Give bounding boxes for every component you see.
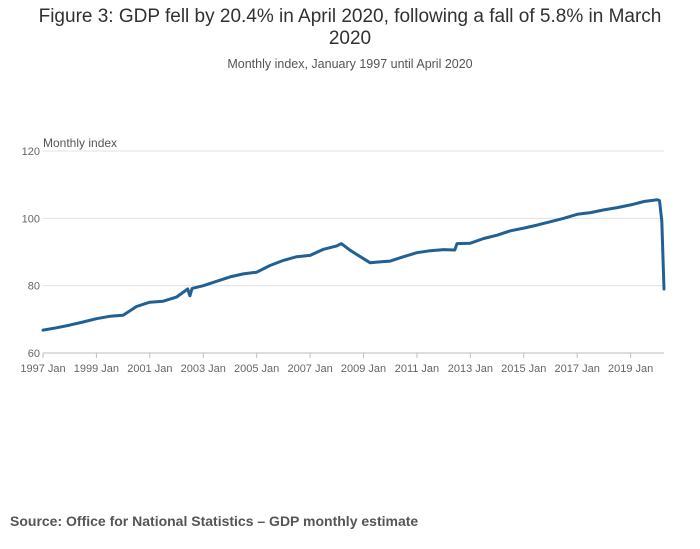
y-tick-label: 120 bbox=[22, 146, 40, 158]
x-tick-label: 2017 Jan bbox=[555, 363, 600, 375]
y-axis-label: Monthly index bbox=[43, 136, 117, 150]
x-tick-label: 2005 Jan bbox=[234, 363, 279, 375]
x-tick-label: 2011 Jan bbox=[395, 363, 439, 375]
x-tick-label: 1999 Jan bbox=[74, 363, 119, 375]
x-tick-label: 2013 Jan bbox=[448, 363, 493, 375]
x-tick-label: 2007 Jan bbox=[287, 363, 332, 375]
gdp-series-line bbox=[41, 198, 666, 332]
y-tick-label: 60 bbox=[28, 348, 40, 360]
x-tick-label: 2009 Jan bbox=[341, 363, 386, 375]
x-tick-label: 1997 Jan bbox=[20, 363, 65, 375]
source-note: Source: Office for National Statistics –… bbox=[10, 513, 419, 529]
x-tick-label: 2001 Jan bbox=[127, 363, 172, 375]
x-tick-label: 2015 Jan bbox=[501, 363, 546, 375]
y-tick-label: 80 bbox=[28, 281, 40, 293]
chart-title: Figure 3: GDP fell by 20.4% in April 202… bbox=[38, 6, 662, 49]
x-tick-label: 2003 Jan bbox=[181, 363, 226, 375]
y-tick-label: 100 bbox=[22, 213, 40, 225]
chart-subtitle: Monthly index, January 1997 until April … bbox=[227, 57, 473, 71]
x-tick-label: 2019 Jan bbox=[608, 363, 653, 375]
